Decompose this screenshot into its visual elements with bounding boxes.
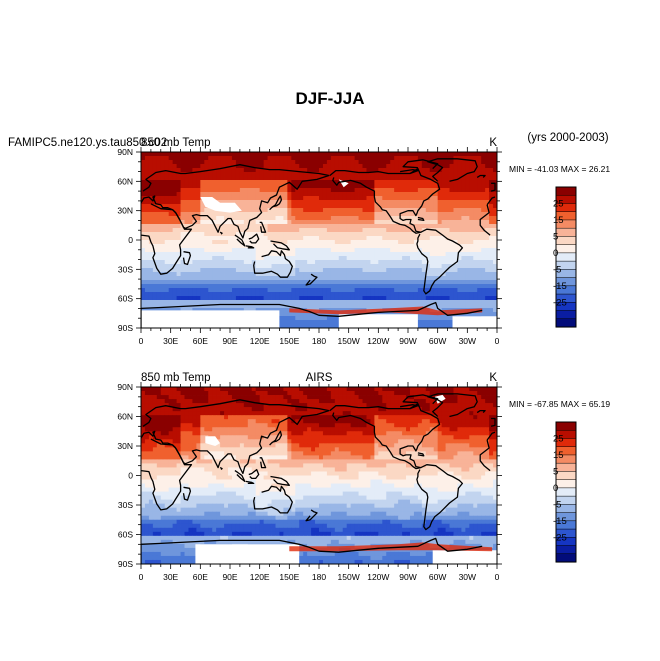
- y-tick-label: 0: [128, 471, 133, 481]
- y-tick-label: 90N: [117, 147, 133, 157]
- x-tick-label: 60W: [429, 572, 446, 582]
- y-tick-label: 90S: [118, 559, 133, 569]
- panel-model: 0 30E 60E 90E 120E 150E 180 150W 120W 90W 60W 30W 09…: [8, 137, 610, 346]
- colorbar-label: 15: [553, 215, 564, 226]
- variable-label: 850 mb Temp: [141, 137, 210, 149]
- x-tick-label: 150E: [279, 336, 299, 346]
- colorbar-swatch: [555, 471, 577, 481]
- colorbar-label: 15: [553, 450, 564, 461]
- x-tick-label: 150E: [279, 572, 299, 582]
- x-tick-label: 150W: [338, 572, 360, 582]
- colorbar-label: -15: [553, 516, 567, 527]
- colorbar-swatch: [555, 252, 577, 262]
- panel-obs: 0 30E 60E 90E 120E 150E 180 150W 120W 90W 60W 30W 09…: [117, 372, 610, 582]
- figure-title: DJF-JJA: [296, 89, 365, 108]
- x-tick-label: 90E: [222, 336, 237, 346]
- units-label: K: [489, 372, 497, 384]
- y-tick-label: 30N: [117, 206, 133, 216]
- y-tick-label: 30N: [117, 441, 133, 451]
- x-tick-label: 30W: [459, 336, 476, 346]
- colorbar-label: -15: [553, 281, 567, 292]
- x-tick-label: 60W: [429, 336, 446, 346]
- colorbar-swatch: [555, 479, 577, 489]
- x-tick-label: 60E: [193, 572, 208, 582]
- y-tick-label: 90S: [118, 323, 133, 333]
- x-tick-label: 0: [139, 336, 144, 346]
- coastlines: [141, 393, 496, 564]
- colorbar-label: 0: [553, 248, 558, 259]
- colorbar-swatch: [555, 310, 577, 320]
- y-tick-label: 30S: [118, 264, 133, 274]
- x-tick-label: 30W: [459, 572, 476, 582]
- colorbar-swatch: [555, 227, 577, 237]
- variable-label: 850 mb Temp: [141, 372, 210, 384]
- colorbar-swatch: [555, 236, 577, 246]
- x-tick-label: 90W: [399, 336, 416, 346]
- colorbar-label: 0: [553, 483, 558, 494]
- x-tick-label: 120E: [250, 336, 270, 346]
- colorbar-swatch: [555, 487, 577, 497]
- colorbar-label: 5: [553, 231, 558, 242]
- colorbar: 25 15 5 0 -5 -15 -25: [553, 186, 577, 328]
- y-tick-label: 0: [128, 235, 133, 245]
- units-label: K: [489, 137, 497, 149]
- y-tick-label: 60N: [117, 176, 133, 186]
- colorbar-label: -5: [553, 499, 561, 510]
- colorbar-swatch: [555, 318, 577, 328]
- colorbar-swatch: [555, 545, 577, 555]
- period-label: (yrs 2000-2003): [527, 132, 608, 144]
- coastlines: [141, 158, 496, 328]
- colorbar-label: 25: [553, 198, 564, 209]
- y-tick-label: 60S: [118, 294, 133, 304]
- x-tick-label: 30E: [163, 572, 178, 582]
- colorbar-label: 5: [553, 466, 558, 477]
- x-tick-label: 90E: [222, 572, 237, 582]
- min-max-label: MIN = -41.03 MAX = 26.21: [509, 164, 610, 174]
- case-label: FAMIPC5.ne120.ys.tau850.c02: [8, 137, 167, 149]
- colorbar-label: -25: [553, 297, 567, 308]
- min-max-label: MIN = -67.85 MAX = 65.19: [509, 399, 610, 409]
- colorbar-swatch: [555, 421, 577, 431]
- x-tick-label: 180: [312, 336, 326, 346]
- y-tick-label: 60N: [117, 412, 133, 422]
- map-field: [141, 152, 497, 328]
- x-tick-label: 120E: [250, 572, 270, 582]
- colorbar-swatch: [555, 462, 577, 472]
- y-tick-label: 90N: [117, 382, 133, 392]
- colorbar-swatch: [555, 553, 577, 563]
- x-tick-label: 0: [495, 572, 500, 582]
- x-tick-label: 120W: [367, 572, 389, 582]
- colorbar-label: -25: [553, 532, 567, 543]
- colorbar-swatch: [555, 186, 577, 196]
- colorbar: 25 15 5 0 -5 -15 -25: [553, 421, 577, 563]
- x-tick-label: 120W: [367, 336, 389, 346]
- x-tick-label: 60E: [193, 336, 208, 346]
- x-tick-label: 0: [495, 336, 500, 346]
- dataset-label: AIRS: [306, 372, 333, 384]
- map-field: [141, 387, 497, 564]
- x-tick-label: 90W: [399, 572, 416, 582]
- x-tick-label: 30E: [163, 336, 178, 346]
- y-tick-label: 60S: [118, 530, 133, 540]
- x-tick-label: 150W: [338, 336, 360, 346]
- colorbar-label: 25: [553, 433, 564, 444]
- x-tick-label: 0: [139, 572, 144, 582]
- x-tick-label: 180: [312, 572, 326, 582]
- colorbar-label: -5: [553, 264, 561, 275]
- y-tick-label: 30S: [118, 500, 133, 510]
- colorbar-swatch: [555, 244, 577, 254]
